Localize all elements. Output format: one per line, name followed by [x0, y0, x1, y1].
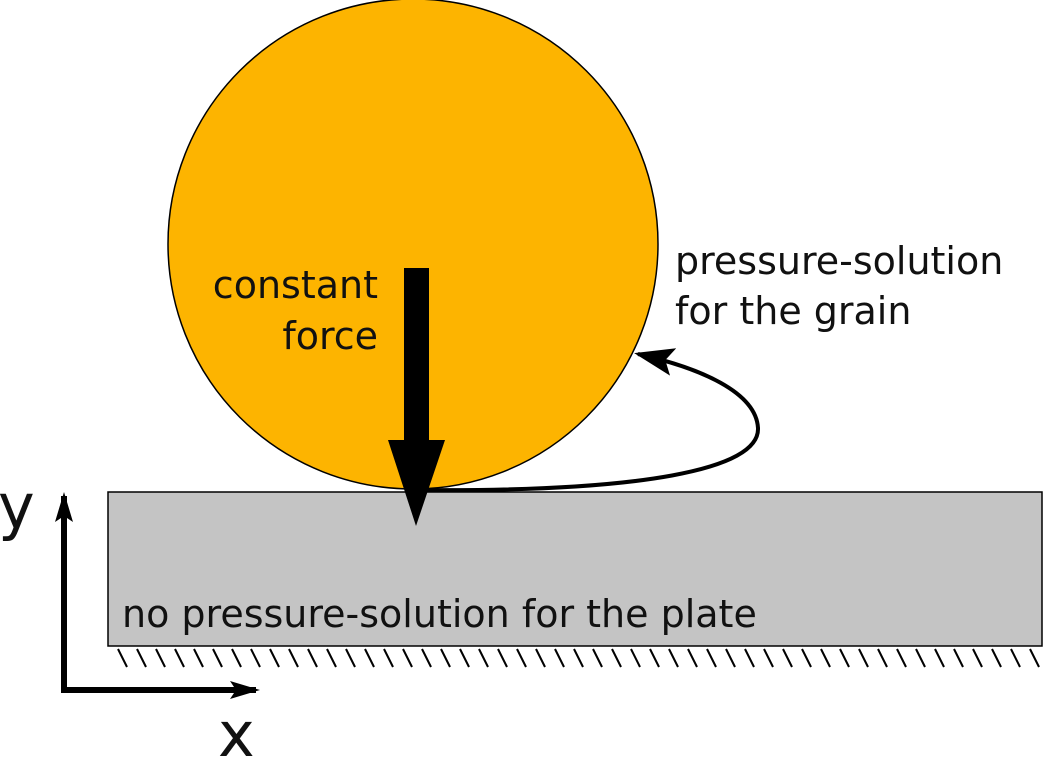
grain-label-line2: for the grain: [675, 289, 911, 333]
hatch-mark: [250, 648, 261, 668]
axes: [55, 492, 260, 699]
x-axis-label: x: [218, 698, 255, 759]
hatch-mark: [725, 648, 736, 668]
hatch-mark: [744, 648, 755, 668]
hatch-mark: [421, 648, 432, 668]
hatch-mark: [535, 648, 546, 668]
hatch-mark: [117, 648, 128, 668]
hatch-mark: [706, 648, 717, 668]
hatch-mark: [592, 648, 603, 668]
hatch-mark: [1010, 648, 1021, 668]
hatch-mark: [497, 648, 508, 668]
hatch-mark: [630, 648, 641, 668]
force-arrow: [388, 268, 445, 526]
hatch-mark: [364, 648, 375, 668]
hatch-mark: [687, 648, 698, 668]
hatch-mark: [155, 648, 166, 668]
hatch-mark: [801, 648, 812, 668]
hatch-mark: [440, 648, 451, 668]
hatch-mark: [611, 648, 622, 668]
hatch-mark: [288, 648, 299, 668]
hatch-mark: [459, 648, 470, 668]
hatch-mark: [991, 648, 1002, 668]
hatch-mark: [858, 648, 869, 668]
hatch-mark: [953, 648, 964, 668]
hatch-mark: [193, 648, 204, 668]
hatch-mark: [763, 648, 774, 668]
hatch-mark: [668, 648, 679, 668]
hatch-mark: [136, 648, 147, 668]
hatch-mark: [345, 648, 356, 668]
hatch-mark: [839, 648, 850, 668]
hatch-mark: [269, 648, 280, 668]
hatch-mark: [573, 648, 584, 668]
hatch-mark: [554, 648, 565, 668]
hatch-mark: [174, 648, 185, 668]
hatch-mark: [934, 648, 945, 668]
hatch-mark: [896, 648, 907, 668]
hatch-mark: [383, 648, 394, 668]
hatch-mark: [326, 648, 337, 668]
hatch-mark: [782, 648, 793, 668]
hatch-mark: [516, 648, 527, 668]
grain-label-line1: pressure-solution: [675, 239, 1003, 283]
plate-label: no pressure-solution for the plate: [122, 592, 757, 636]
hatch-mark: [478, 648, 489, 668]
pressure-solution-curve-arrow: [417, 348, 761, 493]
hatch-mark: [212, 648, 223, 668]
hatch-mark: [972, 648, 983, 668]
force-label-line2: force: [282, 314, 378, 358]
hatch-mark: [231, 648, 242, 668]
hatch-mark: [402, 648, 413, 668]
force-label-line1: constant: [213, 263, 378, 307]
hatch-mark: [307, 648, 318, 668]
fixed-boundary-hatching: [117, 648, 1040, 668]
plate: [107, 491, 1043, 647]
y-axis-label: y: [0, 470, 35, 543]
hatch-mark: [877, 648, 888, 668]
hatch-mark: [649, 648, 660, 668]
hatch-mark: [820, 648, 831, 668]
hatch-mark: [1029, 648, 1040, 668]
hatch-mark: [915, 648, 926, 668]
